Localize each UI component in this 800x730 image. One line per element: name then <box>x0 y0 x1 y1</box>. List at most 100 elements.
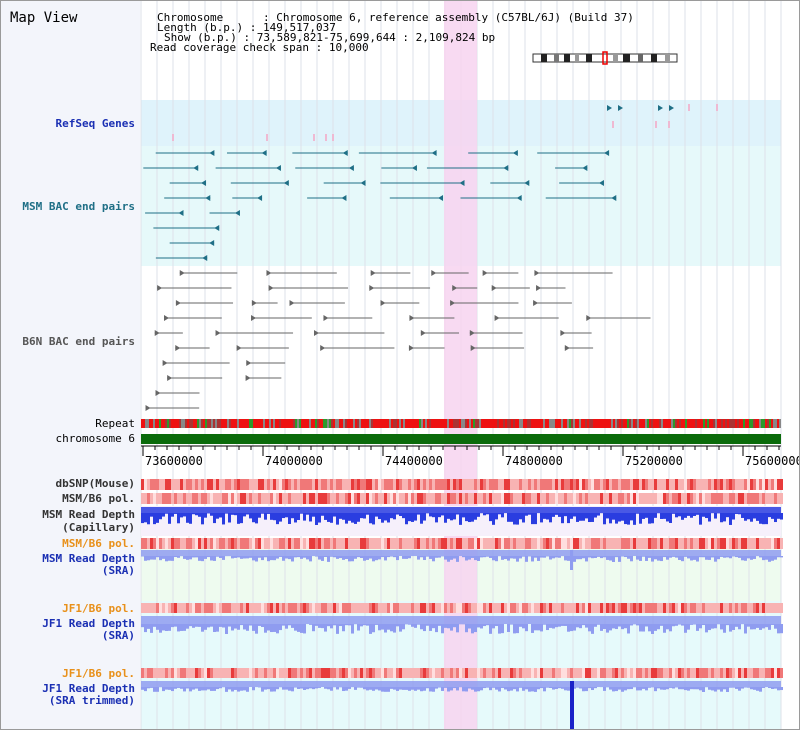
msm-sra-depth-bar <box>204 556 207 559</box>
jf1-pol2-strip-cell <box>381 668 384 678</box>
track-label-msm-depth-cap[interactable]: MSM Read Depth <box>42 508 135 521</box>
repeat-element <box>409 419 411 428</box>
jf1-pol-strip-cell <box>543 603 546 613</box>
capillary-depth-bar <box>753 513 756 519</box>
track-label-msm-depth-sra[interactable]: MSM Read Depth <box>42 552 135 565</box>
msm-pol2-strip-cell <box>636 538 639 549</box>
track-label-b6n-bac[interactable]: B6N BAC end pairs <box>22 335 135 348</box>
jf1-pol-strip-cell <box>750 603 753 613</box>
b6n-bac-end <box>469 330 475 336</box>
repeat-element <box>757 419 759 428</box>
msm-pol-strip-cell <box>780 493 783 504</box>
jf1-pol2-strip-cell <box>669 668 672 678</box>
msm-pol2-strip-cell <box>717 538 720 549</box>
repeat-element <box>605 419 607 428</box>
msm-pol2-strip-cell <box>552 538 555 549</box>
jf1-pol-strip-cell <box>327 603 330 613</box>
jf1-pol-strip-cell <box>363 603 366 613</box>
repeat-element <box>611 419 613 428</box>
msm-pol2-strip-cell <box>576 538 579 549</box>
jf1-pol2-strip-cell <box>372 668 375 678</box>
repeat-element <box>381 419 383 428</box>
msm-sra-depth-bar <box>579 556 582 560</box>
info-show-value: 73,589,821-75,699,644 : 2,109,824 bp <box>256 31 496 44</box>
jf1-pol2-strip-cell <box>339 668 342 678</box>
jf1-sra-depth-bar <box>456 624 459 633</box>
msm-pol2-strip-cell <box>711 538 714 549</box>
jf1-pol2-strip-cell <box>666 668 669 678</box>
msm-sra-depth-bar <box>600 556 603 559</box>
capillary-depth-bar <box>666 513 669 522</box>
track-label-jf1-pol2[interactable]: JF1/B6 pol. <box>62 667 135 680</box>
dbsnp-strip-cell <box>189 479 192 490</box>
b6n-bac-end <box>175 345 181 351</box>
msm-pol-strip-cell <box>225 493 228 504</box>
jf1-sra-depth-bar <box>573 624 576 631</box>
capillary-depth-bar <box>669 513 672 523</box>
msm-pol-strip-cell <box>630 493 633 504</box>
dbsnp-strip-cell <box>426 479 429 490</box>
capillary-depth-bar <box>651 513 654 524</box>
jf1-trim-depth-bar <box>195 687 198 689</box>
capillary-depth-bar <box>489 513 492 522</box>
track-label-jf1-depth-trim[interactable]: JF1 Read Depth <box>42 682 135 695</box>
jf1-sra-depth-bar <box>351 624 354 634</box>
msm-pol2-strip-cell <box>240 538 243 549</box>
dbsnp-strip-cell <box>543 479 546 490</box>
track-label-jf1-pol[interactable]: JF1/B6 pol. <box>62 602 135 615</box>
dbsnp-strip-cell <box>276 479 279 490</box>
b6n-bac-end <box>164 315 170 321</box>
track-label-refseq[interactable]: RefSeq Genes <box>55 117 135 130</box>
repeat-element <box>669 419 671 428</box>
msm-pol-strip-cell <box>522 493 525 504</box>
msm-pol2-strip-cell <box>162 538 165 549</box>
dbsnp-strip-cell <box>666 479 669 490</box>
track-label-dbsnp[interactable]: dbSNP(Mouse) <box>55 477 135 490</box>
capillary-depth-bar <box>561 513 564 524</box>
msm-pol-strip-cell <box>366 493 369 504</box>
dbsnp-strip-cell <box>588 479 591 490</box>
capillary-depth-bar <box>684 513 687 518</box>
msm-pol-strip-cell <box>552 493 555 504</box>
msm-pol2-strip-cell <box>738 538 741 549</box>
dbsnp-strip-cell <box>354 479 357 490</box>
jf1-pol-strip-cell <box>615 603 618 613</box>
b6n-bac-end <box>560 330 566 336</box>
msm-sra-depth-bar <box>192 556 195 558</box>
jf1-trim-depth-bar <box>387 687 390 692</box>
track-label-jf1-depth-sra[interactable]: JF1 Read Depth <box>42 617 135 630</box>
jf1-trim-depth-bar <box>474 687 477 692</box>
msm-pol-strip-cell <box>555 493 558 504</box>
jf1-sra-depth-bar <box>309 624 312 625</box>
jf1-pol2-strip-cell <box>450 668 453 678</box>
capillary-depth-bar <box>768 513 771 518</box>
dbsnp-strip-cell <box>597 479 600 490</box>
repeat-element <box>647 419 649 428</box>
jf1-trim-depth-bar <box>621 687 624 692</box>
capillary-depth-bar <box>543 513 546 519</box>
repeat-element <box>421 419 423 428</box>
repeat-element <box>713 419 715 428</box>
dbsnp-strip-cell <box>537 479 540 490</box>
jf1-pol2-strip-cell <box>771 668 774 678</box>
jf1-pol-strip-cell <box>552 603 555 613</box>
jf1-pol2-strip-cell <box>360 668 363 678</box>
jf1-trim-depth-bar <box>156 687 159 692</box>
repeat-element <box>305 419 307 428</box>
capillary-depth-bar <box>744 513 747 521</box>
dbsnp-strip-cell <box>609 479 612 490</box>
repeat-element <box>553 419 555 428</box>
track-label-msm-pol2[interactable]: MSM/B6 pol. <box>62 537 135 550</box>
dbsnp-strip-cell <box>513 479 516 490</box>
msm-sra-depth-bar <box>636 556 639 560</box>
track-label-msm-pol[interactable]: MSM/B6 pol. <box>62 492 135 505</box>
jf1-pol-strip-cell <box>636 603 639 613</box>
repeat-element <box>339 419 341 428</box>
track-label-msm-bac[interactable]: MSM BAC end pairs <box>22 200 135 213</box>
msm-pol-strip-cell <box>666 493 669 504</box>
repeat-element <box>467 419 469 428</box>
repeat-element <box>231 419 233 428</box>
jf1-pol2-strip-cell <box>657 668 660 678</box>
msm-sra-depth-bar <box>471 556 474 558</box>
jf1-trim-depth-bar <box>378 687 381 691</box>
